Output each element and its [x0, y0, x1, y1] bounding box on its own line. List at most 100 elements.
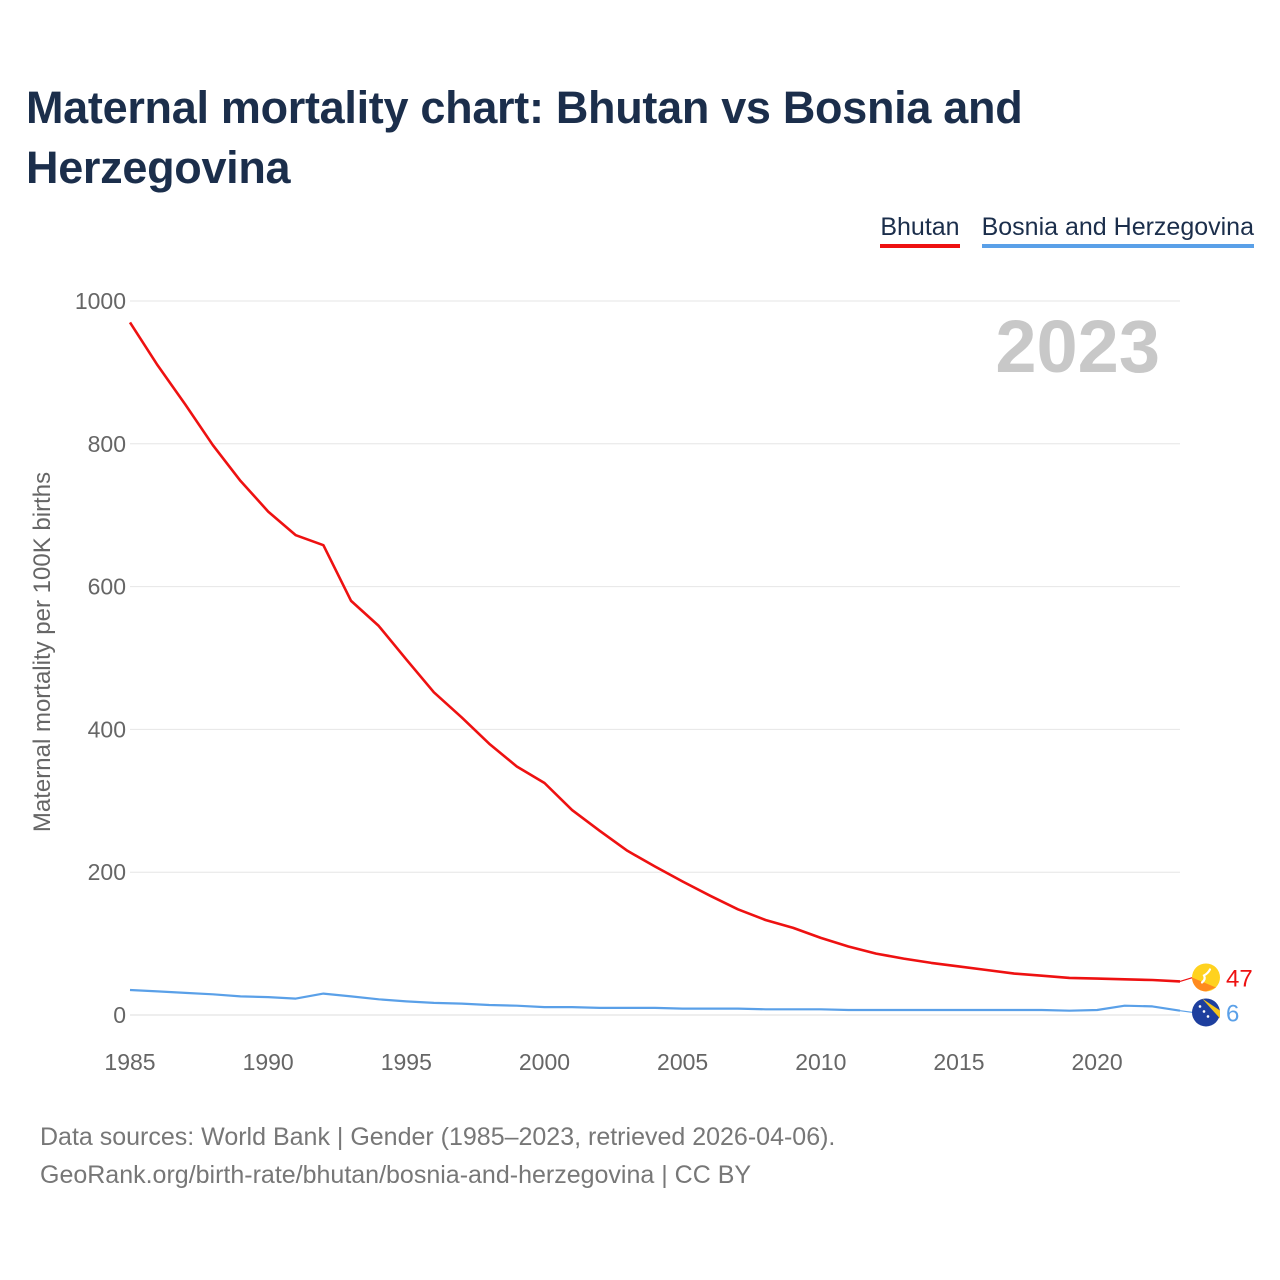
data-point-bosnia-2003[interactable] — [623, 1004, 631, 1012]
data-point-bhutan-2014[interactable] — [927, 959, 935, 967]
data-point-bosnia-2019[interactable] — [1065, 1007, 1073, 1015]
data-point-bhutan-2020[interactable] — [1093, 975, 1101, 983]
data-point-bosnia-2022[interactable] — [1148, 1002, 1156, 1010]
page-title: Maternal mortality chart: Bhutan vs Bosn… — [26, 82, 1023, 193]
y-tick-label-400: 400 — [88, 716, 126, 742]
data-point-bhutan-1996[interactable] — [430, 688, 438, 696]
end-connector-bosnia — [1179, 1010, 1194, 1014]
x-tick-label-1990: 1990 — [243, 1049, 294, 1075]
data-point-bhutan-2002[interactable] — [596, 827, 604, 835]
end-connector-bhutan — [1179, 976, 1194, 983]
legend-item-bosnia[interactable]: Bosnia and Herzegovina — [981, 213, 1254, 248]
data-point-bosnia-1994[interactable] — [375, 995, 383, 1003]
data-point-bosnia-2007[interactable] — [734, 1005, 742, 1013]
data-point-bosnia-1998[interactable] — [485, 1001, 493, 1009]
data-point-bosnia-2010[interactable] — [817, 1005, 825, 1013]
data-point-bosnia-2011[interactable] — [844, 1006, 852, 1014]
y-tick-label-200: 200 — [88, 859, 126, 885]
data-point-bhutan-2000[interactable] — [540, 779, 548, 787]
data-point-bhutan-2011[interactable] — [844, 942, 852, 950]
x-axis-ticks: 1985 1990 1995 2000 2005 2010 2015 2020 — [104, 1049, 1122, 1075]
data-point-bosnia-1985[interactable] — [126, 986, 134, 994]
y-tick-label-600: 600 — [88, 574, 126, 600]
data-point-bosnia-2016[interactable] — [983, 1006, 991, 1014]
data-point-bhutan-2007[interactable] — [734, 905, 742, 913]
data-point-bosnia-1992[interactable] — [319, 990, 327, 998]
data-point-bhutan-2001[interactable] — [568, 806, 576, 814]
data-point-bhutan-1990[interactable] — [264, 508, 272, 516]
data-point-bosnia-2015[interactable] — [955, 1006, 963, 1014]
series-lines — [126, 318, 1181, 1015]
x-tick-label-2010: 2010 — [795, 1049, 846, 1075]
data-point-bhutan-2012[interactable] — [872, 950, 880, 958]
data-point-bhutan-1994[interactable] — [375, 622, 383, 630]
data-point-bosnia-2018[interactable] — [1038, 1006, 1046, 1014]
data-point-bhutan-1985[interactable] — [126, 318, 134, 326]
data-point-bosnia-2014[interactable] — [927, 1006, 935, 1014]
data-point-bhutan-2019[interactable] — [1065, 974, 1073, 982]
data-point-bosnia-1988[interactable] — [209, 990, 217, 998]
data-point-bosnia-2021[interactable] — [1121, 1002, 1129, 1010]
data-point-bosnia-1995[interactable] — [402, 997, 410, 1005]
data-point-bhutan-2003[interactable] — [623, 847, 631, 855]
series-line-bhutan — [128, 321, 1181, 983]
data-point-bosnia-2020[interactable] — [1093, 1006, 1101, 1014]
data-point-bhutan-2009[interactable] — [789, 924, 797, 932]
x-tick-label-2005: 2005 — [657, 1049, 708, 1075]
data-point-bhutan-1999[interactable] — [513, 763, 521, 771]
data-point-bhutan-2021[interactable] — [1121, 975, 1129, 983]
data-point-bosnia-1997[interactable] — [458, 1000, 466, 1008]
data-point-bhutan-1989[interactable] — [237, 477, 245, 485]
data-point-bosnia-2001[interactable] — [568, 1003, 576, 1011]
data-point-bhutan-2004[interactable] — [651, 862, 659, 870]
data-point-bhutan-1988[interactable] — [209, 441, 217, 449]
data-point-bosnia-1990[interactable] — [264, 993, 272, 1001]
data-point-bosnia-2002[interactable] — [596, 1004, 604, 1012]
data-point-bhutan-1987[interactable] — [181, 401, 189, 409]
data-point-bhutan-2016[interactable] — [983, 966, 991, 974]
bosnia-flag-icon — [1192, 998, 1220, 1027]
data-point-bhutan-1997[interactable] — [458, 713, 466, 721]
data-point-bosnia-2008[interactable] — [762, 1005, 770, 1013]
data-point-bhutan-2017[interactable] — [1010, 970, 1018, 978]
data-point-bhutan-1992[interactable] — [319, 541, 327, 549]
data-point-bhutan-2022[interactable] — [1148, 976, 1156, 984]
data-point-bosnia-2017[interactable] — [1010, 1006, 1018, 1014]
data-point-bosnia-1991[interactable] — [292, 995, 300, 1003]
data-point-bhutan-1986[interactable] — [154, 361, 162, 369]
data-point-bhutan-2013[interactable] — [900, 955, 908, 963]
end-markers: 476 — [1179, 963, 1253, 1027]
x-tick-label-1985: 1985 — [104, 1049, 155, 1075]
data-point-bhutan-2005[interactable] — [679, 877, 687, 885]
data-point-bosnia-1996[interactable] — [430, 999, 438, 1007]
data-point-bosnia-2005[interactable] — [679, 1005, 687, 1013]
data-point-bhutan-2015[interactable] — [955, 962, 963, 970]
data-point-bhutan-1998[interactable] — [485, 740, 493, 748]
data-point-bosnia-2000[interactable] — [540, 1003, 548, 1011]
data-point-bosnia-1987[interactable] — [181, 989, 189, 997]
data-point-bosnia-1989[interactable] — [237, 992, 245, 1000]
data-point-bhutan-2010[interactable] — [817, 934, 825, 942]
data-point-bosnia-2012[interactable] — [872, 1006, 880, 1014]
legend-item-bhutan[interactable]: Bhutan — [880, 213, 960, 248]
y-tick-label-0: 0 — [113, 1002, 126, 1028]
data-point-bosnia-2006[interactable] — [706, 1005, 714, 1013]
data-point-bosnia-1993[interactable] — [347, 992, 355, 1000]
data-point-bosnia-2009[interactable] — [789, 1005, 797, 1013]
sources-line-2[interactable]: GeoRank.org/birth-rate/bhutan/bosnia-and… — [40, 1161, 752, 1189]
x-tick-label-1995: 1995 — [381, 1049, 432, 1075]
data-point-bosnia-1999[interactable] — [513, 1002, 521, 1010]
data-point-bhutan-1993[interactable] — [347, 597, 355, 605]
data-sources: Data sources: World Bank | Gender (1985–… — [40, 1118, 835, 1194]
data-point-bhutan-2008[interactable] — [762, 916, 770, 924]
data-point-bosnia-2004[interactable] — [651, 1004, 659, 1012]
data-point-bhutan-1991[interactable] — [292, 531, 300, 539]
data-point-bosnia-2013[interactable] — [900, 1006, 908, 1014]
data-point-bhutan-2006[interactable] — [706, 892, 714, 900]
data-point-bhutan-2018[interactable] — [1038, 972, 1046, 980]
y-axis-ticks: 0 200 400 600 800 1000 — [75, 288, 126, 1028]
data-point-bosnia-1986[interactable] — [154, 987, 162, 995]
data-point-bhutan-1995[interactable] — [402, 655, 410, 663]
current-year-label: 2023 — [995, 305, 1160, 388]
